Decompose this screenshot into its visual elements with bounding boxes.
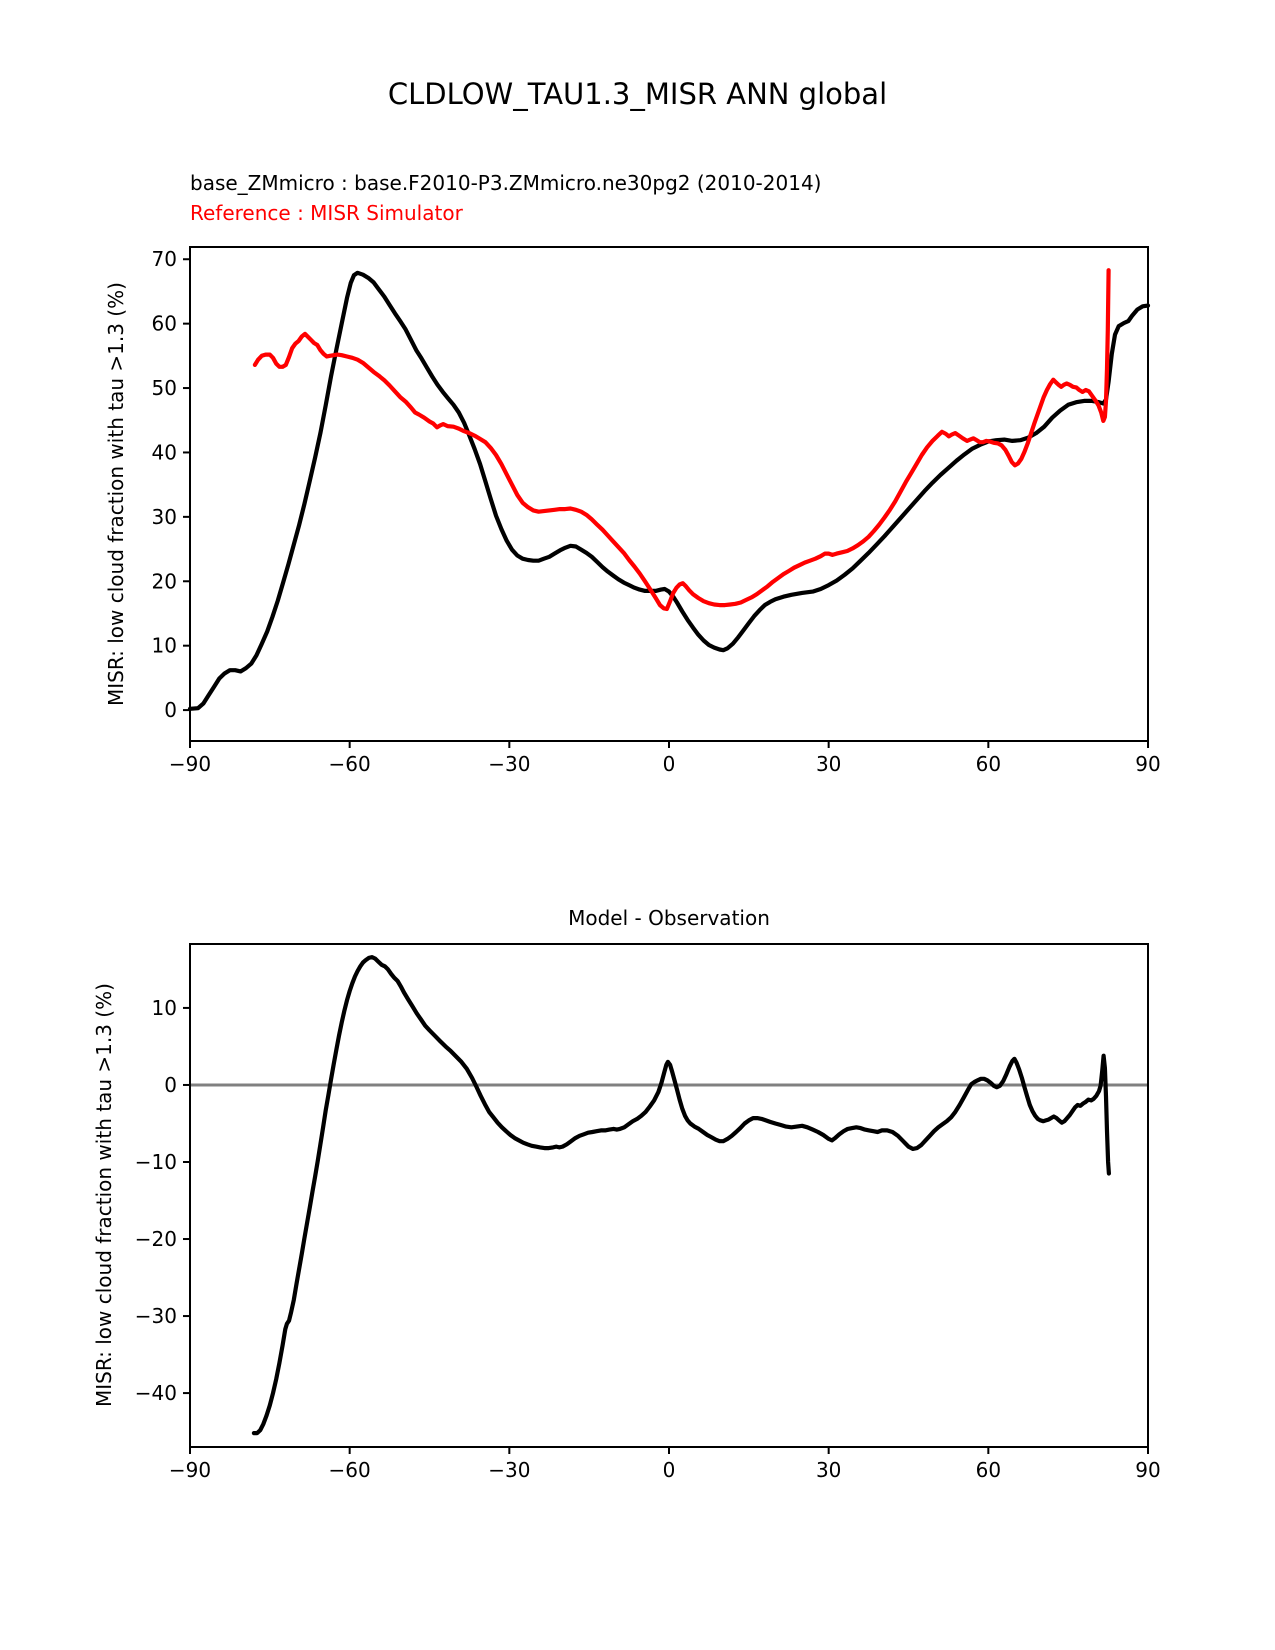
y-tick-label: 10 (152, 634, 177, 658)
axes-frame (189, 943, 1149, 1448)
x-tick-label: 90 (1135, 752, 1160, 776)
y-tick-label: −30 (135, 1304, 177, 1328)
difference-curve (251, 955, 1112, 1436)
x-tick-label: −30 (488, 752, 530, 776)
figure-title: CLDLOW_TAU1.3_MISR ANN global (387, 77, 888, 111)
legend-model-label: base_ZMmicro : base.F2010-P3.ZMmicro.ne3… (190, 171, 822, 195)
model-curve (187, 270, 1151, 711)
y-axis: −40 −30 −20 −10 0 10 (135, 996, 190, 1405)
y-tick-label: −40 (135, 1381, 177, 1405)
y-tick-label: 10 (152, 996, 177, 1020)
bottom-chart: −90 −60 −30 0 30 60 90 −40 −30 −20 −10 0 10 (135, 943, 1161, 1482)
x-tick-label: −90 (169, 752, 211, 776)
legend-reference-label: Reference : MISR Simulator (190, 201, 463, 225)
x-tick-label: 0 (663, 1458, 676, 1482)
x-tick-label: −90 (169, 1458, 211, 1482)
axes-frame (189, 246, 1149, 742)
x-axis: −90 −60 −30 0 30 60 90 (169, 741, 1161, 776)
x-axis: −90 −60 −30 0 30 60 90 (169, 1447, 1161, 1482)
x-tick-label: 30 (816, 752, 841, 776)
y-tick-label: 20 (152, 569, 177, 593)
y-tick-label: 0 (164, 698, 177, 722)
x-tick-label: −60 (329, 1458, 371, 1482)
y-tick-label: 50 (152, 376, 177, 400)
y-tick-label: 70 (152, 247, 177, 271)
y-tick-label: −20 (135, 1227, 177, 1251)
y-tick-label: 0 (164, 1073, 177, 1097)
x-tick-label: 60 (976, 752, 1001, 776)
y-tick-label: −10 (135, 1150, 177, 1174)
x-tick-label: 90 (1135, 1458, 1160, 1482)
reference-curve (252, 268, 1111, 612)
y-tick-label: 30 (152, 505, 177, 529)
y-axis: 0 10 20 30 40 50 60 70 (152, 247, 190, 722)
x-tick-label: −60 (329, 752, 371, 776)
top-y-axis-label: MISR: low cloud fraction with tau >1.3 (… (104, 282, 128, 706)
x-tick-label: −30 (488, 1458, 530, 1482)
y-tick-label: 40 (152, 440, 177, 464)
x-tick-label: 0 (663, 752, 676, 776)
difference-plot-title: Model - Observation (568, 906, 770, 930)
x-tick-label: 30 (816, 1458, 841, 1482)
y-tick-label: 60 (152, 312, 177, 336)
top-chart: −90 −60 −30 0 30 60 90 0 10 20 30 40 50 60 70 (152, 246, 1161, 776)
bottom-y-axis-label: MISR: low cloud fraction with tau >1.3 (… (92, 983, 116, 1408)
x-tick-label: 60 (976, 1458, 1001, 1482)
